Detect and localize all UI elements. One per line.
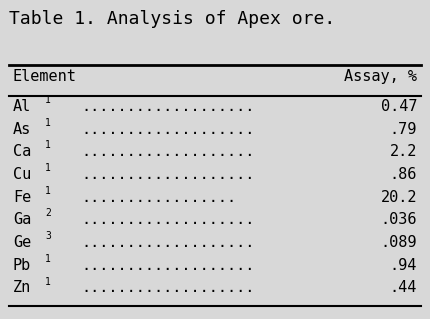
Text: 2: 2	[45, 209, 51, 219]
Text: Assay, %: Assay, %	[344, 69, 417, 84]
Text: 3: 3	[45, 231, 51, 241]
Text: ...................: ...................	[82, 122, 255, 137]
Text: ...................: ...................	[82, 167, 255, 182]
Text: 2.2: 2.2	[390, 144, 417, 159]
Text: 20.2: 20.2	[381, 189, 417, 204]
Text: 1: 1	[45, 163, 51, 173]
Text: Table 1. Analysis of Apex ore.: Table 1. Analysis of Apex ore.	[9, 10, 335, 27]
Text: Ge: Ge	[13, 235, 31, 250]
Text: ...................: ...................	[82, 99, 255, 114]
Text: .089: .089	[381, 235, 417, 250]
Text: .036: .036	[381, 212, 417, 227]
Text: ...................: ...................	[82, 258, 255, 273]
Text: 1: 1	[45, 186, 51, 196]
Text: 1: 1	[45, 254, 51, 264]
Text: 1: 1	[45, 95, 51, 105]
Text: Ga: Ga	[13, 212, 31, 227]
Text: 1: 1	[45, 140, 51, 151]
Text: Element: Element	[13, 69, 77, 84]
Text: Fe: Fe	[13, 189, 31, 204]
Text: Pb: Pb	[13, 258, 31, 273]
Text: 1: 1	[45, 118, 51, 128]
Text: 0.47: 0.47	[381, 99, 417, 114]
Text: ...................: ...................	[82, 212, 255, 227]
Text: ...................: ...................	[82, 280, 255, 295]
Text: .................: .................	[82, 189, 237, 204]
Text: .86: .86	[390, 167, 417, 182]
Text: .44: .44	[390, 280, 417, 295]
Text: 1: 1	[45, 277, 51, 286]
Text: ...................: ...................	[82, 235, 255, 250]
Text: Ca: Ca	[13, 144, 31, 159]
Text: Zn: Zn	[13, 280, 31, 295]
Text: .94: .94	[390, 258, 417, 273]
Text: Al: Al	[13, 99, 31, 114]
Text: .79: .79	[390, 122, 417, 137]
Text: As: As	[13, 122, 31, 137]
Text: ...................: ...................	[82, 144, 255, 159]
Text: Cu: Cu	[13, 167, 31, 182]
